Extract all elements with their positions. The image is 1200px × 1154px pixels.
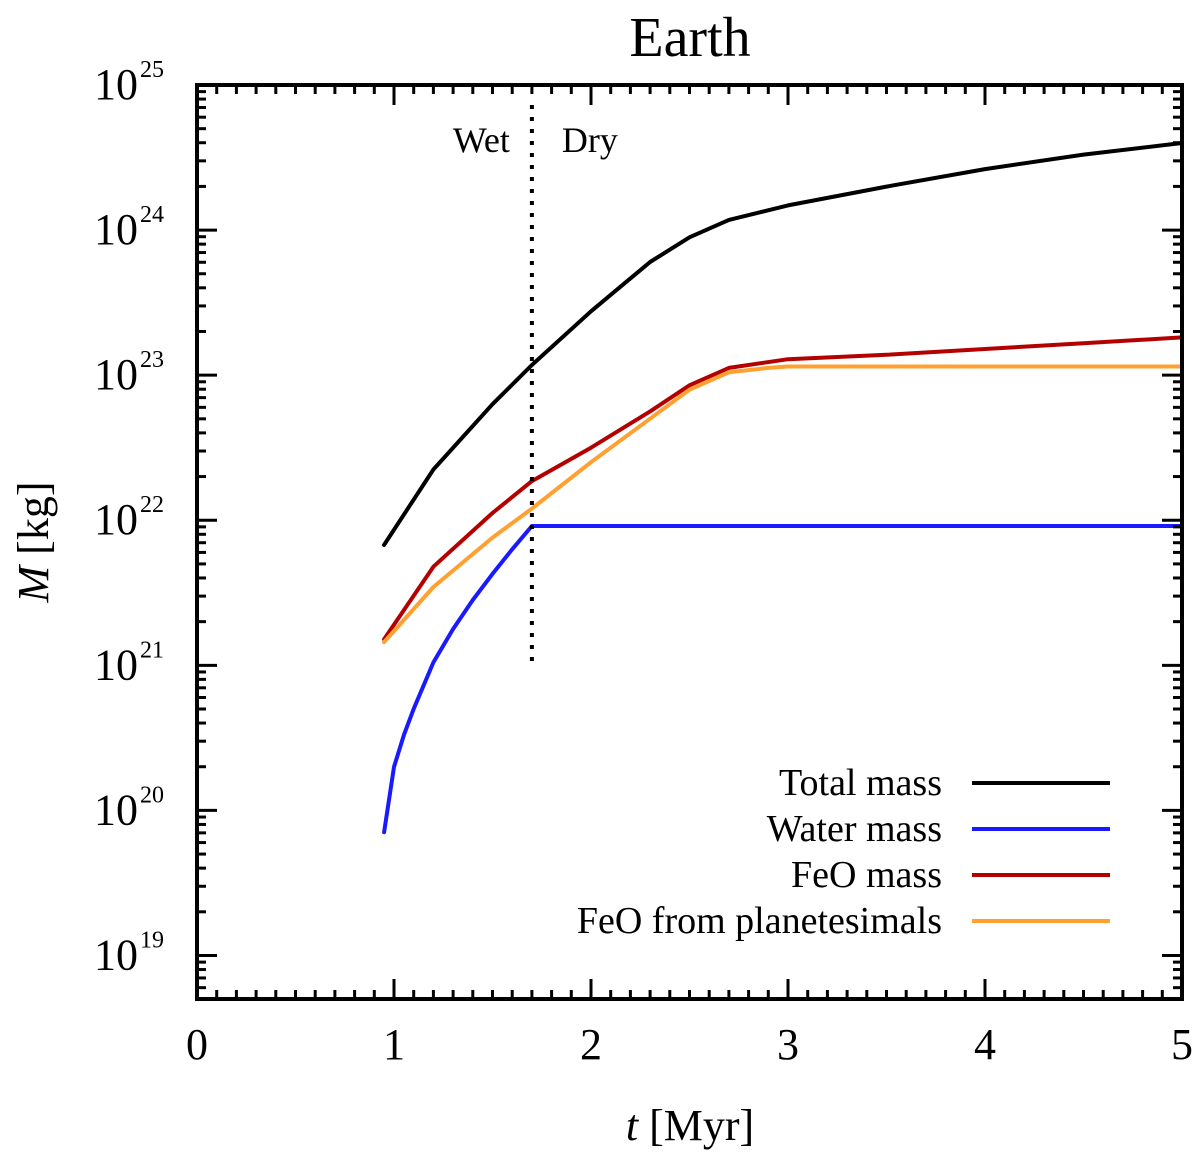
axes-frame xyxy=(195,83,1184,1001)
series-line-3 xyxy=(382,335,1184,642)
y-tick-label: 1023 xyxy=(94,347,164,399)
y-tick-label: 1022 xyxy=(94,492,164,544)
series-group xyxy=(382,141,1184,835)
ticks-group xyxy=(195,83,1184,999)
y-tick-label: 1024 xyxy=(94,202,164,254)
y-tick-label: 1019 xyxy=(94,927,164,979)
legend-label-3: FeO mass xyxy=(791,854,942,896)
axes-box xyxy=(195,83,1184,1001)
legend-label-1: Total mass xyxy=(779,762,942,804)
y-axis-label: M [kg] xyxy=(9,482,58,604)
x-tick-label: 1 xyxy=(383,1020,405,1069)
legend-label-4: FeO from planetesimals xyxy=(577,900,942,942)
y-tick-label: 1021 xyxy=(94,637,164,689)
annotations-group: Wet Dry xyxy=(453,105,618,666)
series-line-4 xyxy=(382,364,1184,645)
tick-labels-group: 0 1 2 3 4 5 1019 1020 1021 1022 1023 1024 1025 xyxy=(94,57,1193,1069)
x-tick-label: 2 xyxy=(580,1020,602,1069)
x-tick-label: 0 xyxy=(186,1020,208,1069)
x-axis-unit: [Myr] xyxy=(649,1101,754,1150)
series-line-1 xyxy=(382,141,1184,547)
legend-label-2: Water mass xyxy=(767,808,942,850)
wet-label: Wet xyxy=(453,120,510,160)
x-axis-label: t [Myr] xyxy=(626,1101,754,1150)
y-tick-label: 1025 xyxy=(94,57,164,109)
x-tick-label: 5 xyxy=(1171,1020,1193,1069)
x-tick-label: 3 xyxy=(777,1020,799,1069)
series-line-2 xyxy=(382,524,1184,835)
chart-title: Earth xyxy=(629,7,750,69)
y-axis-variable: M xyxy=(9,563,58,603)
x-axis-variable: t xyxy=(626,1101,640,1150)
y-axis-unit: [kg] xyxy=(9,482,58,555)
y-tick-label: 1020 xyxy=(94,782,164,834)
dry-label: Dry xyxy=(562,120,618,160)
x-tick-label: 4 xyxy=(974,1020,996,1069)
